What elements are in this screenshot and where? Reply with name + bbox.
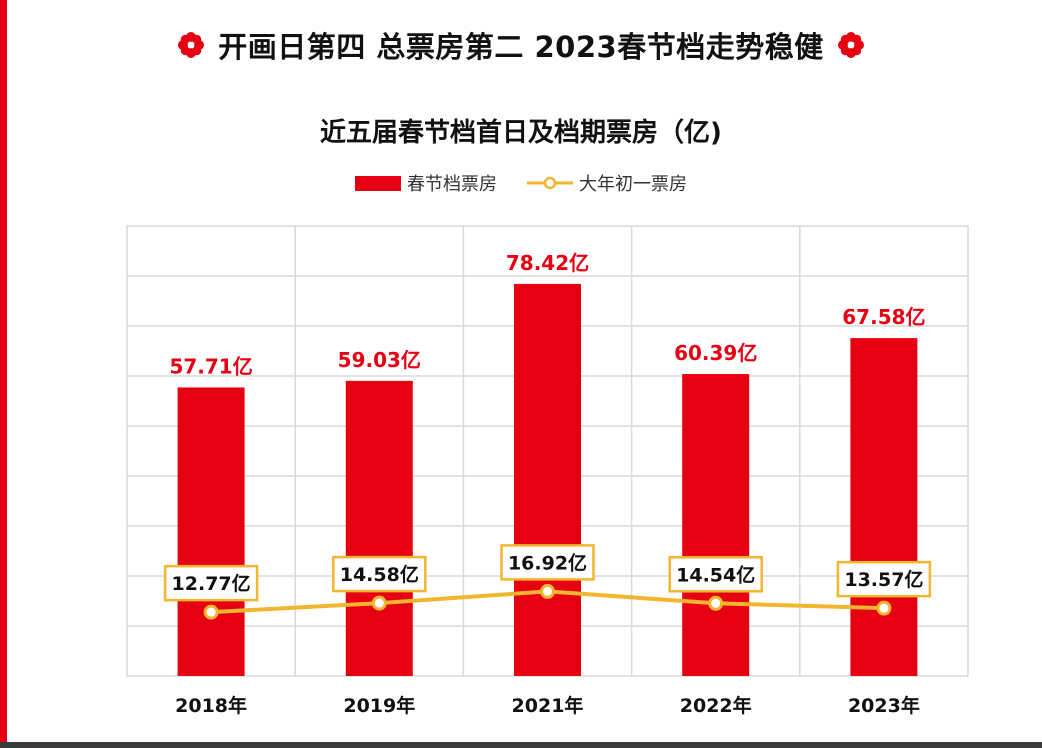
- bar: [514, 283, 581, 676]
- flower-icon: [837, 32, 864, 58]
- line-point: [540, 583, 555, 599]
- bar: [850, 338, 918, 676]
- bar: [682, 374, 750, 676]
- line-point: [876, 600, 892, 616]
- line-value-label: 14.54亿: [676, 563, 755, 586]
- legend-swatch-bar: [355, 175, 401, 191]
- flower-icon: [178, 32, 205, 58]
- headline-text: 开画日第四 总票房第二 2023春节档走势稳健: [218, 30, 824, 64]
- x-tick-label: 2018年: [175, 694, 247, 717]
- line-value-box: [668, 556, 763, 593]
- chart-legend: 春节档票房 大年初一票房: [0, 168, 1042, 198]
- line-value-label: 13.57亿: [844, 568, 923, 591]
- bottom-edge-bar: [0, 742, 1042, 748]
- x-tick-label: 2019年: [343, 694, 415, 717]
- bar: [345, 380, 413, 676]
- legend-swatch-line: [527, 176, 573, 190]
- x-tick-label: 2022年: [680, 694, 752, 717]
- bar-value-label: 60.39亿: [674, 341, 757, 365]
- line-value-label: 14.58亿: [340, 563, 419, 586]
- line-value-label: 12.77亿: [172, 572, 251, 595]
- bar-value-label: 59.03亿: [338, 348, 421, 372]
- line-value-box: [500, 544, 595, 581]
- x-tick-label: 2023年: [848, 694, 920, 717]
- line-value-box: [332, 555, 427, 593]
- line-value-label: 16.92亿: [508, 551, 587, 574]
- line-value-box: [163, 564, 259, 602]
- left-edge-stripe: [0, 0, 7, 748]
- legend-label-line: 大年初一票房: [579, 174, 687, 195]
- line-point: [203, 604, 219, 620]
- legend-item-line: 大年初一票房: [527, 170, 687, 196]
- x-tick-label: 2021年: [512, 694, 584, 717]
- chart-title: 近五届春节档首日及档期票房（亿): [320, 118, 722, 148]
- legend-label-bar: 春节档票房: [407, 174, 497, 195]
- bar-value-label: 67.58亿: [842, 305, 925, 329]
- bar-value-label: 57.71亿: [169, 354, 252, 378]
- line-value-box: [836, 560, 932, 598]
- bar-value-label: 78.42亿: [506, 251, 589, 275]
- headline: 开画日第四 总票房第二 2023春节档走势稳健: [0, 20, 1042, 70]
- bar: [177, 387, 245, 676]
- legend-item-bar: 春节档票房: [355, 170, 497, 196]
- line-point: [371, 595, 387, 611]
- line-point: [708, 595, 724, 611]
